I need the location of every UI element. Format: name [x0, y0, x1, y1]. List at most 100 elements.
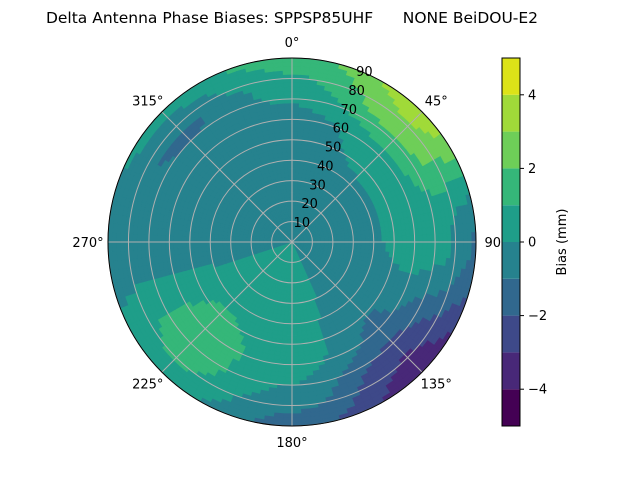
contour-cell — [296, 147, 303, 153]
contour-cell — [136, 233, 142, 243]
contour-cell — [173, 241, 178, 249]
contour-cell — [291, 143, 298, 149]
contour-cell — [295, 314, 301, 320]
contour-cell — [197, 246, 203, 253]
contour-cell — [291, 417, 302, 423]
contour-cell — [291, 388, 301, 394]
contour-cell — [296, 331, 303, 337]
contour-cell — [291, 172, 296, 177]
contour-cell — [291, 319, 297, 325]
contour-cell — [438, 241, 444, 251]
contour-cell — [365, 237, 370, 243]
contour-cell — [205, 237, 211, 243]
contour-cell — [446, 241, 452, 251]
contour-cell — [397, 235, 403, 243]
contour-cell — [381, 246, 387, 253]
contour-cell — [281, 335, 288, 341]
contour-cell — [287, 311, 293, 316]
contour-cell — [291, 61, 302, 67]
contour-cell — [369, 241, 375, 247]
contour-cell — [459, 232, 465, 243]
contour-cell — [140, 241, 146, 251]
contour-cell — [193, 246, 199, 253]
contour-cell — [291, 159, 297, 165]
contour-cell — [285, 356, 293, 361]
contour-cell — [156, 234, 162, 243]
contour-cell — [291, 164, 297, 169]
contour-cell — [291, 302, 296, 308]
contour-cell — [418, 241, 424, 250]
contour-cell — [291, 351, 299, 357]
contour-cell — [291, 372, 300, 378]
contour-cell — [205, 241, 211, 247]
contour-cell — [291, 396, 301, 402]
contour-cell — [291, 368, 300, 374]
contour-cell — [356, 234, 362, 239]
chart-title: Delta Antenna Phase Biases: SPPSP85UHF N… — [46, 9, 538, 27]
contour-cell — [197, 236, 203, 243]
contour-cell — [369, 237, 375, 243]
contour-cell — [406, 241, 411, 249]
contour-cell — [226, 238, 232, 243]
contour-cell — [291, 356, 299, 361]
contour-cell — [111, 232, 117, 243]
contour-cell — [364, 233, 370, 239]
contour-cell — [282, 413, 293, 419]
contour-cell — [222, 245, 228, 250]
contour-cell — [352, 241, 358, 246]
contour-cell — [115, 232, 121, 243]
contour-cell — [160, 234, 166, 243]
contour-cell — [377, 232, 383, 238]
contour-cell — [291, 413, 302, 419]
contour-cell — [418, 234, 424, 243]
contour-cell — [291, 147, 298, 153]
contour-cell — [201, 236, 207, 243]
contour-cell — [201, 232, 207, 238]
contour-cell — [286, 327, 293, 333]
contour-cell — [385, 236, 391, 243]
contour-cell — [291, 409, 302, 415]
contour-cell — [152, 234, 158, 243]
contour-cell — [181, 241, 187, 249]
contour-cell — [389, 241, 395, 248]
contour-cell — [283, 392, 293, 398]
contour-cell — [377, 236, 383, 243]
contour-cell — [119, 232, 125, 243]
contour-cell — [442, 233, 448, 243]
contour-cell — [286, 339, 293, 345]
contour-cell — [291, 323, 297, 329]
contour-cell — [442, 241, 448, 251]
contour-cell — [381, 241, 387, 248]
contour-cell — [177, 241, 183, 249]
contour-cell — [291, 155, 297, 161]
contour-cell — [422, 234, 428, 243]
contour-cell — [291, 123, 299, 128]
contour-cell — [282, 327, 288, 333]
contour-cell — [214, 241, 219, 247]
contour-cell — [291, 110, 300, 116]
contour-cell — [209, 241, 215, 247]
contour-cell — [397, 241, 403, 249]
contour-cell — [291, 347, 299, 353]
contour-cell — [385, 241, 391, 248]
contour-cell — [193, 231, 199, 238]
contour-cell — [295, 306, 300, 312]
contour-cell — [282, 409, 293, 415]
contour-cell — [140, 233, 146, 243]
contour-cell — [285, 351, 293, 357]
contour-cell — [406, 235, 411, 243]
contour-cell — [296, 327, 302, 333]
contour-cell — [291, 307, 296, 312]
contour-cell — [111, 241, 117, 252]
contour-cell — [288, 302, 293, 308]
contour-cell — [291, 360, 299, 365]
contour-cell — [291, 102, 300, 108]
contour-cell — [284, 376, 293, 382]
contour-cell — [357, 238, 362, 243]
contour-cell — [283, 396, 293, 402]
contour-cell — [181, 235, 187, 243]
contour-cell — [284, 372, 293, 378]
contour-cell — [426, 234, 432, 243]
contour-cell — [119, 241, 125, 252]
contour-cell — [291, 82, 301, 88]
